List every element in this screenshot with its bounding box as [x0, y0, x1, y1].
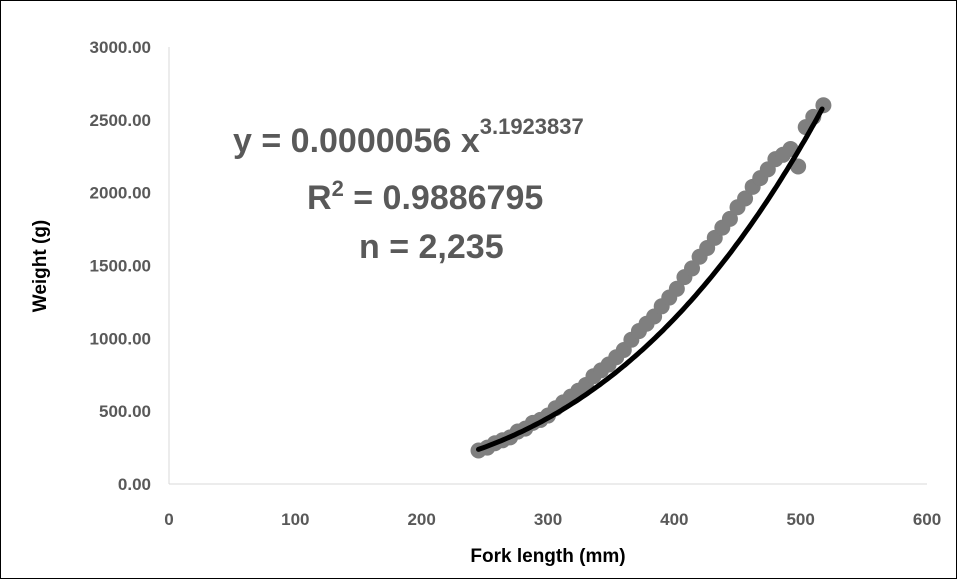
trendline	[476, 106, 825, 452]
equation-annotation: y = 0.0000056 x3.1923837	[233, 114, 584, 160]
x-axis-title: Fork length (mm)	[470, 546, 625, 567]
r-squared-value: = 0.9886795	[344, 179, 543, 217]
data-point	[684, 260, 701, 277]
y-axis-title: Weight (g)	[30, 220, 51, 313]
x-tick-label: 400	[660, 510, 688, 529]
x-tick-label: 100	[281, 510, 309, 529]
data-point	[721, 210, 738, 227]
data-point	[668, 280, 685, 297]
r-squared-annotation: R2 = 0.9886795	[307, 176, 543, 217]
data-point	[737, 190, 754, 207]
r-squared-label: R	[307, 179, 332, 217]
x-tick-label: 600	[913, 510, 941, 529]
y-tick-label: 2500.00	[90, 111, 151, 130]
y-tick-label: 0.00	[118, 475, 151, 494]
axes	[168, 47, 927, 485]
sample-size-annotation: n = 2,235	[359, 228, 504, 266]
y-tick-label: 3000.00	[90, 38, 151, 57]
x-tick-labels: 0 100 200 300 400 500 600	[164, 510, 941, 529]
x-tick-label: 500	[786, 510, 814, 529]
y-tick-label: 500.00	[99, 402, 151, 421]
x-tick-label: 200	[407, 510, 435, 529]
data-points	[470, 97, 832, 459]
y-tick-label: 2000.00	[90, 184, 151, 203]
equation-exponent: 3.1923837	[480, 114, 584, 139]
y-tick-label: 1500.00	[90, 257, 151, 276]
r-squared-sup: 2	[332, 176, 344, 201]
y-tick-labels: 0.00 500.00 1000.00 1500.00 2000.00 2500.00 30…	[90, 38, 151, 494]
x-tick-label: 0	[164, 510, 173, 529]
y-tick-label: 1000.00	[90, 329, 151, 348]
x-tick-label: 300	[534, 510, 562, 529]
equation-prefix: y = 0.0000056 x	[233, 122, 480, 160]
